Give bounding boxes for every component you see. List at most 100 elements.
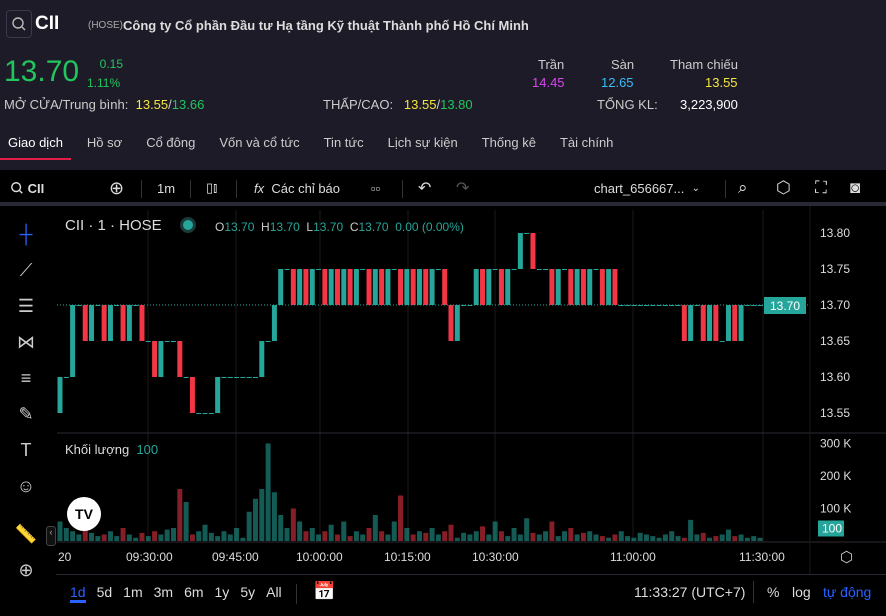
- emoji-icon[interactable]: ☺: [16, 476, 36, 496]
- price-change: 0.15: [99, 57, 123, 71]
- tab-3[interactable]: Vốn và cổ tức: [219, 135, 300, 150]
- volume-current-badge: [818, 520, 844, 537]
- volume-bar: [524, 518, 530, 541]
- trend-line-icon[interactable]: ⟋: [19, 260, 33, 280]
- screenshot-camera-icon[interactable]: ◙: [850, 178, 861, 197]
- candle: [574, 269, 580, 305]
- text-icon[interactable]: T: [20, 440, 32, 460]
- volume-bar: [511, 528, 517, 541]
- candle: [227, 377, 233, 378]
- layout-select[interactable]: chart_656667... ⌄: [594, 170, 700, 206]
- price-tick-label: 13.80: [820, 226, 850, 240]
- price-chart[interactable]: 13.80 13.75 13.70 13.65 13.60 13.55 13.70 300 K…: [0, 206, 886, 574]
- low-high-label: THẤP/CAO:: [323, 97, 394, 112]
- brush-icon[interactable]: ✎: [18, 404, 34, 424]
- candle: [259, 341, 265, 377]
- crosshair-icon[interactable]: ┼: [19, 224, 33, 244]
- volume-bar: [133, 537, 139, 541]
- redo-icon[interactable]: ↷: [456, 180, 470, 197]
- range-1d[interactable]: 1d: [70, 584, 86, 603]
- candle: [543, 269, 549, 270]
- tab-0[interactable]: Giao dịch: [0, 130, 71, 160]
- range-1y[interactable]: 1y: [214, 584, 230, 600]
- templates-grid-icon[interactable]: ▫▫: [371, 180, 381, 196]
- candle: [379, 269, 385, 305]
- volume-bar: [498, 531, 504, 541]
- open-label: O: [215, 220, 225, 234]
- range-1m[interactable]: 1m: [123, 584, 143, 600]
- candle: [63, 377, 69, 378]
- tab-4[interactable]: Tin tức: [323, 135, 364, 150]
- candle: [183, 377, 189, 378]
- tab-5[interactable]: Lịch sự kiện: [387, 135, 458, 150]
- tab-7[interactable]: Tài chính: [559, 135, 614, 150]
- pattern-icon[interactable]: ⋈: [17, 332, 35, 352]
- percent-scale-button[interactable]: %: [767, 584, 780, 600]
- volume-bar: [252, 498, 258, 541]
- compare-plus-icon[interactable]: ⊕: [109, 177, 125, 198]
- fib-icon[interactable]: ≡: [20, 368, 32, 388]
- candle: [158, 341, 164, 377]
- candle: [252, 377, 258, 378]
- volume-legend: Khối lượng 100: [65, 442, 158, 457]
- fullscreen-icon[interactable]: ⛶: [815, 178, 827, 197]
- volume-bar: [303, 531, 309, 541]
- horizontal-lines-icon[interactable]: ☰: [17, 296, 35, 316]
- candle: [505, 269, 511, 305]
- volume-label: Khối lượng: [65, 442, 130, 457]
- volume-tick-label: 200 K: [820, 469, 851, 483]
- volume-bar: [751, 536, 757, 541]
- time-tick-label: 10:00:00: [296, 550, 343, 564]
- goto-date-calendar-icon[interactable]: 📅: [313, 581, 336, 601]
- volume-bar: [725, 529, 731, 541]
- tab-6[interactable]: Thống kê: [481, 135, 536, 150]
- ohlc-readout: O13.70 H13.70 L13.70 C13.70 0.00 (0.00%): [215, 220, 464, 234]
- volume-bar: [347, 536, 353, 541]
- symbol-search-button[interactable]: [6, 10, 32, 38]
- candle: [341, 269, 347, 305]
- range-All[interactable]: All: [266, 584, 282, 600]
- ceiling-label: Trần: [538, 57, 565, 72]
- candle: [549, 269, 555, 305]
- stock-header: CII (HOSE) Công ty Cổ phần Đầu tư Hạ tần…: [0, 0, 886, 160]
- volume-bar: [360, 534, 366, 541]
- candles-icon[interactable]: ▯⫾: [206, 180, 218, 195]
- chart-symbol-search[interactable]: CII: [10, 170, 44, 206]
- auto-scale-button[interactable]: tự động: [823, 584, 872, 600]
- candle: [145, 341, 151, 342]
- candle: [568, 269, 574, 305]
- interval-button[interactable]: 1m: [157, 180, 176, 196]
- range-5y[interactable]: 5y: [240, 584, 256, 600]
- symbol: CII: [35, 13, 60, 34]
- volume-bar: [120, 528, 126, 541]
- zoom-in-icon[interactable]: ⊕: [18, 560, 34, 580]
- volume-bar: [76, 534, 82, 541]
- candle: [208, 413, 214, 414]
- tradingview-logo[interactable]: TV: [67, 497, 101, 531]
- log-scale-button[interactable]: log: [792, 584, 811, 600]
- settings-hexagon-icon[interactable]: ⬡: [776, 178, 791, 197]
- volume-bar: [221, 531, 227, 541]
- volume-bar: [152, 531, 158, 541]
- range-6m[interactable]: 6m: [184, 584, 204, 600]
- candle: [234, 377, 240, 378]
- candle: [448, 305, 454, 341]
- ruler-icon[interactable]: 📏: [14, 524, 38, 544]
- axis-settings-icon[interactable]: ⬡: [840, 549, 853, 566]
- last-price: 13.70: [4, 55, 80, 88]
- indicators-button[interactable]: fx Các chỉ báo: [254, 170, 340, 206]
- volume-bar: [543, 531, 549, 541]
- time-tick-label: 11:00:00: [610, 550, 656, 564]
- undo-icon[interactable]: ↶: [418, 180, 432, 197]
- collapse-toolbar-handle[interactable]: ‹: [46, 526, 56, 546]
- range-3m[interactable]: 3m: [153, 584, 174, 600]
- time-tick-label: 10:30:00: [472, 550, 519, 564]
- volume-bar: [164, 529, 170, 541]
- candle: [732, 305, 738, 341]
- quick-search-icon[interactable]: ⌕: [738, 178, 748, 197]
- range-5d[interactable]: 5d: [96, 584, 113, 600]
- tab-2[interactable]: Cổ đông: [146, 135, 196, 150]
- exchange: (HOSE): [88, 20, 123, 31]
- tab-1[interactable]: Hồ sơ: [86, 135, 123, 150]
- reference-label: Tham chiếu: [670, 57, 738, 72]
